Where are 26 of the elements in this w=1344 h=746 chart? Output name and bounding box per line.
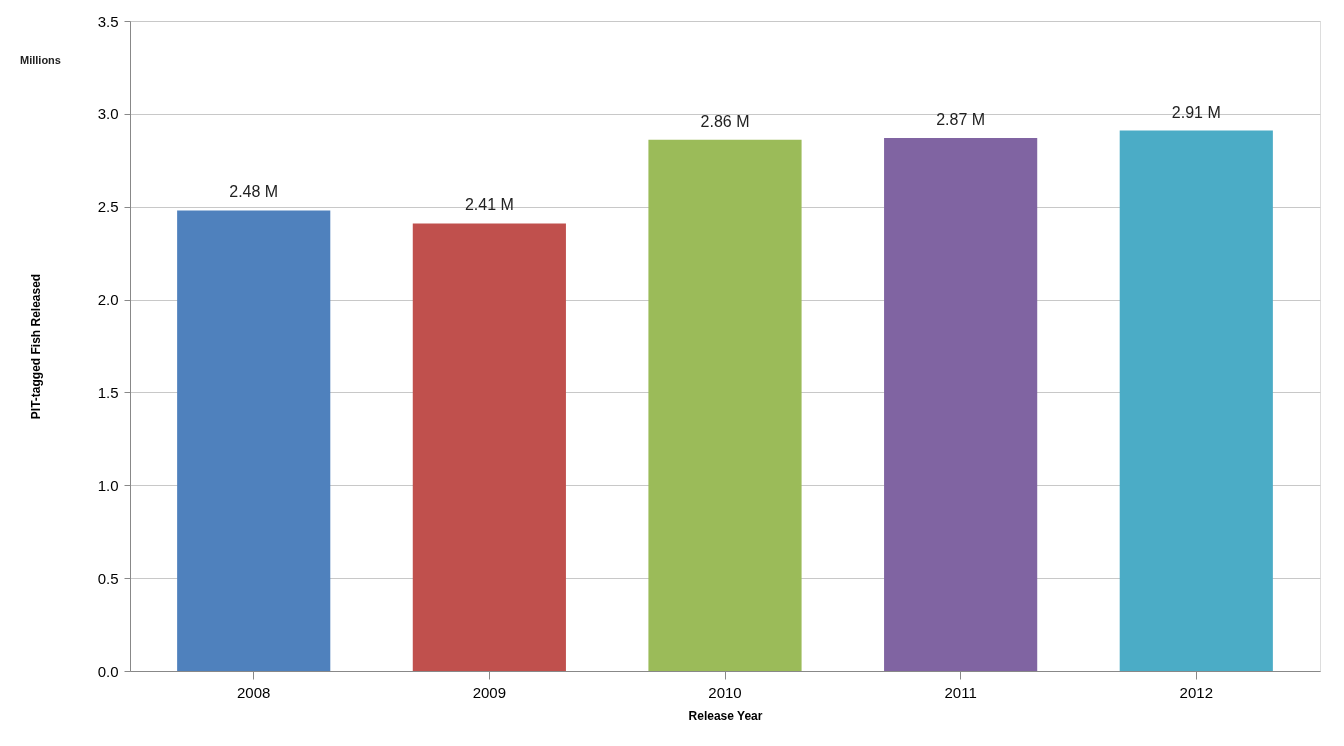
x-axis-title: Release Year	[688, 708, 763, 723]
data-label: 2.87 M	[936, 111, 986, 128]
y-tick-label: 2.0	[97, 291, 119, 309]
bar	[648, 139, 802, 671]
x-tick-label: 2011	[944, 683, 977, 701]
data-label: 2.91 M	[1171, 103, 1221, 121]
text: Millions	[20, 54, 61, 66]
x-tick-label: 2012	[1179, 683, 1213, 701]
y-tick-label: 1.0	[97, 476, 119, 494]
bar	[177, 210, 331, 671]
y-tick-label: 1.5	[97, 383, 119, 401]
y-tick-label: 3.5	[97, 12, 119, 30]
data-label: 2.86 M	[700, 112, 750, 130]
data-label: 2.48 M	[229, 183, 279, 201]
x-tick-label: 2010	[708, 683, 742, 701]
y-axis-title: PIT-tagged Fish Released	[28, 273, 43, 420]
y-tick-label: 0.0	[97, 662, 119, 680]
bar	[884, 138, 1038, 671]
x-tick-label: 2008	[237, 683, 271, 701]
bar	[412, 223, 566, 671]
data-label: 2.41 M	[464, 196, 514, 214]
x-tick-label: 2009	[472, 683, 507, 701]
bar	[1119, 130, 1273, 671]
y-tick-label: 0.5	[97, 569, 119, 587]
y-tick-label: 2.5	[97, 198, 119, 216]
y-tick-label: 3.0	[97, 105, 119, 123]
